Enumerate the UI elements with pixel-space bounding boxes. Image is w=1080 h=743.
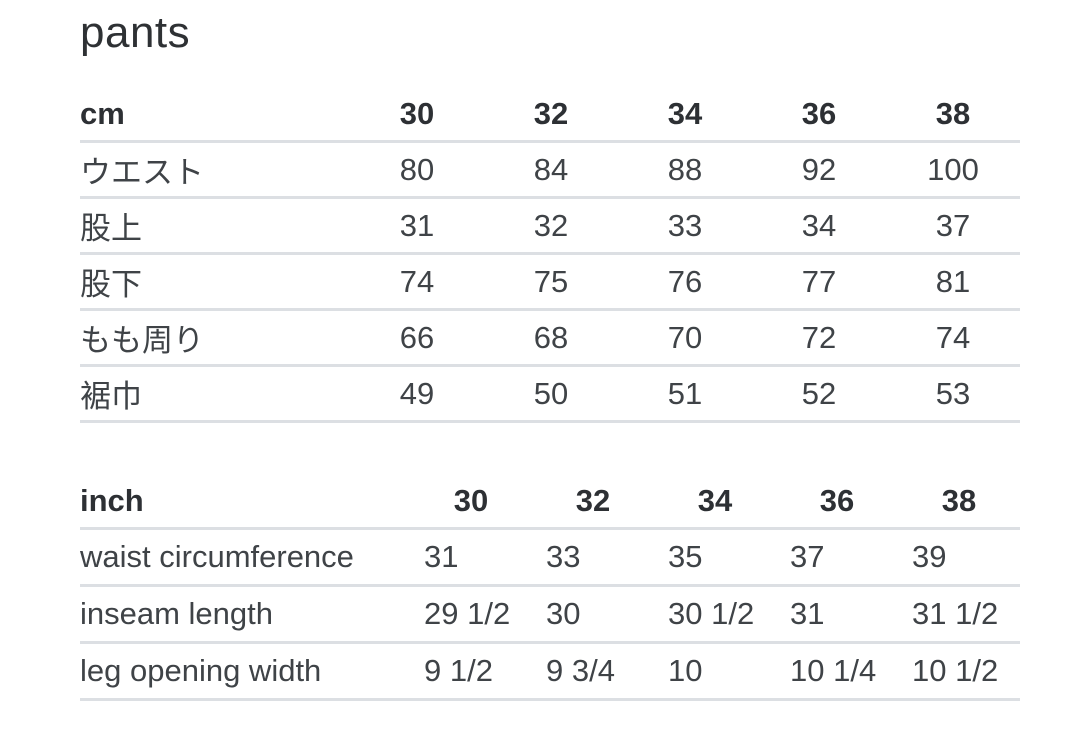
cell-value: 31 <box>776 587 898 644</box>
row-label: もも周り <box>80 311 350 367</box>
page-title: pants <box>80 8 191 57</box>
cell-value: 37 <box>776 530 898 587</box>
inch-unit-header: inch <box>80 475 410 530</box>
cell-value: 34 <box>752 199 886 255</box>
cell-value: 100 <box>886 143 1020 199</box>
cell-value: 29 1/2 <box>410 587 532 644</box>
inch-size-header-32: 32 <box>532 475 654 530</box>
table-row-inseam-cm: 股下 74 75 76 77 81 <box>80 255 1020 311</box>
row-label: ウエスト <box>80 143 350 199</box>
cell-value: 68 <box>484 311 618 367</box>
size-chart-page: pants cm 30 32 34 36 38 ウエスト 80 84 88 92… <box>80 8 1020 701</box>
row-label: inseam length <box>80 587 410 644</box>
cell-value: 35 <box>654 530 776 587</box>
cell-value: 51 <box>618 367 752 423</box>
table-row-rise-cm: 股上 31 32 33 34 37 <box>80 199 1020 255</box>
cell-value: 39 <box>898 530 1020 587</box>
cell-value: 52 <box>752 367 886 423</box>
cell-value: 66 <box>350 311 484 367</box>
cell-value: 10 <box>654 644 776 701</box>
cell-value: 88 <box>618 143 752 199</box>
inch-header-row: inch 30 32 34 36 38 <box>80 475 1020 530</box>
cm-unit-header: cm <box>80 96 350 143</box>
table-row-inseam-inch: inseam length 29 1/2 30 30 1/2 31 31 1/2 <box>80 587 1020 644</box>
cell-value: 10 1/2 <box>898 644 1020 701</box>
cell-value: 50 <box>484 367 618 423</box>
inch-size-header-30: 30 <box>410 475 532 530</box>
cell-value: 37 <box>886 199 1020 255</box>
cell-value: 31 <box>350 199 484 255</box>
row-label: waist circumference <box>80 530 410 587</box>
cell-value: 9 1/2 <box>410 644 532 701</box>
table-row-waist-cm: ウエスト 80 84 88 92 100 <box>80 143 1020 199</box>
cell-value: 53 <box>886 367 1020 423</box>
row-label: 裾巾 <box>80 367 350 423</box>
cell-value: 81 <box>886 255 1020 311</box>
cell-value: 74 <box>350 255 484 311</box>
cm-size-header-34: 34 <box>618 96 752 143</box>
cell-value: 49 <box>350 367 484 423</box>
cell-value: 75 <box>484 255 618 311</box>
table-row-leg-opening-inch: leg opening width 9 1/2 9 3/4 10 10 1/4 … <box>80 644 1020 701</box>
cell-value: 31 <box>410 530 532 587</box>
cell-value: 30 <box>532 587 654 644</box>
cell-value: 31 1/2 <box>898 587 1020 644</box>
cm-size-header-30: 30 <box>350 96 484 143</box>
cm-size-header-38: 38 <box>886 96 1020 143</box>
row-label: 股上 <box>80 199 350 255</box>
cell-value: 72 <box>752 311 886 367</box>
cm-size-header-32: 32 <box>484 96 618 143</box>
row-label: leg opening width <box>80 644 410 701</box>
cell-value: 32 <box>484 199 618 255</box>
row-label: 股下 <box>80 255 350 311</box>
cm-header-row: cm 30 32 34 36 38 <box>80 96 1020 143</box>
inch-size-header-34: 34 <box>654 475 776 530</box>
cell-value: 10 1/4 <box>776 644 898 701</box>
inch-size-header-38: 38 <box>898 475 1020 530</box>
inch-size-header-36: 36 <box>776 475 898 530</box>
cell-value: 80 <box>350 143 484 199</box>
cm-size-table: cm 30 32 34 36 38 ウエスト 80 84 88 92 100 股… <box>80 96 1020 423</box>
cell-value: 70 <box>618 311 752 367</box>
table-row-waist-inch: waist circumference 31 33 35 37 39 <box>80 530 1020 587</box>
table-row-hem-cm: 裾巾 49 50 51 52 53 <box>80 367 1020 423</box>
cell-value: 92 <box>752 143 886 199</box>
cell-value: 33 <box>618 199 752 255</box>
cm-size-header-36: 36 <box>752 96 886 143</box>
cell-value: 30 1/2 <box>654 587 776 644</box>
cell-value: 77 <box>752 255 886 311</box>
cell-value: 84 <box>484 143 618 199</box>
cell-value: 33 <box>532 530 654 587</box>
cell-value: 74 <box>886 311 1020 367</box>
table-row-thigh-cm: もも周り 66 68 70 72 74 <box>80 311 1020 367</box>
cell-value: 76 <box>618 255 752 311</box>
inch-size-table: inch 30 32 34 36 38 waist circumference … <box>80 475 1020 701</box>
cell-value: 9 3/4 <box>532 644 654 701</box>
